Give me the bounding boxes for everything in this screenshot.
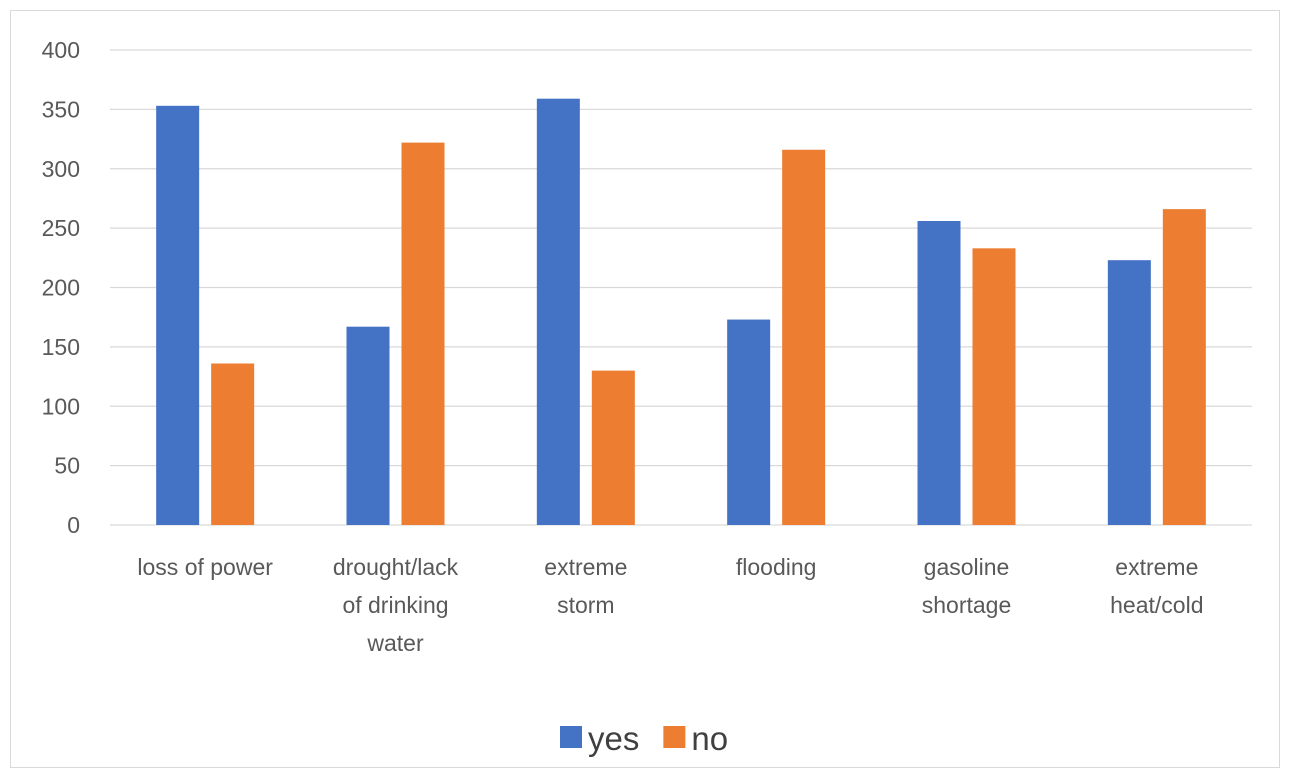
y-tick-label-200: 200 (42, 275, 80, 301)
y-tick-label-300: 300 (42, 156, 80, 182)
y-axis: 0 50 100 150 200 250 300 350 400 (42, 37, 80, 538)
bar-yes-5 (1107, 260, 1151, 525)
bar-no-0 (211, 363, 255, 525)
x-tick-label-2-0: extreme (544, 554, 627, 580)
bar-yes-3 (727, 319, 771, 525)
x-tick-label-0-0: loss of power (137, 554, 273, 580)
bar-no-5 (1162, 209, 1206, 525)
bars (156, 98, 1206, 525)
y-tick-label-100: 100 (42, 393, 80, 419)
bar-yes-1 (346, 326, 390, 525)
bar-no-3 (782, 149, 826, 525)
x-tick-label-1-1: of drinking (342, 592, 448, 618)
bar-yes-4 (917, 221, 961, 525)
gridlines (110, 49, 1252, 526)
y-tick-label-350: 350 (42, 96, 80, 122)
y-tick-label-250: 250 (42, 215, 80, 241)
bar-no-1 (401, 142, 445, 525)
legend-swatch-yes (560, 726, 582, 748)
y-tick-label-0: 0 (67, 512, 80, 538)
x-tick-label-1-2: water (366, 630, 424, 656)
y-tick-label-150: 150 (42, 334, 80, 360)
bar-yes-2 (536, 98, 580, 525)
y-tick-label-50: 50 (54, 453, 80, 479)
x-tick-label-4-1: shortage (922, 592, 1012, 618)
legend-label-yes: yes (588, 720, 639, 757)
legend-label-no: no (691, 720, 728, 757)
y-tick-label-400: 400 (42, 37, 80, 63)
bar-no-4 (972, 248, 1016, 525)
x-tick-label-3-0: flooding (736, 554, 817, 580)
x-tick-label-5-0: extreme (1115, 554, 1198, 580)
bar-no-2 (591, 370, 635, 525)
legend-swatch-no (663, 726, 686, 748)
x-tick-label-5-1: heat/cold (1110, 592, 1203, 618)
x-tick-label-1-0: drought/lack (333, 554, 459, 580)
bar-yes-0 (156, 105, 200, 525)
x-axis: loss of power drought/lack of drinking wate… (137, 554, 1203, 656)
x-tick-label-2-1: storm (557, 592, 615, 618)
legend: yes no (560, 720, 728, 757)
x-tick-label-4-0: gasoline (924, 554, 1010, 580)
